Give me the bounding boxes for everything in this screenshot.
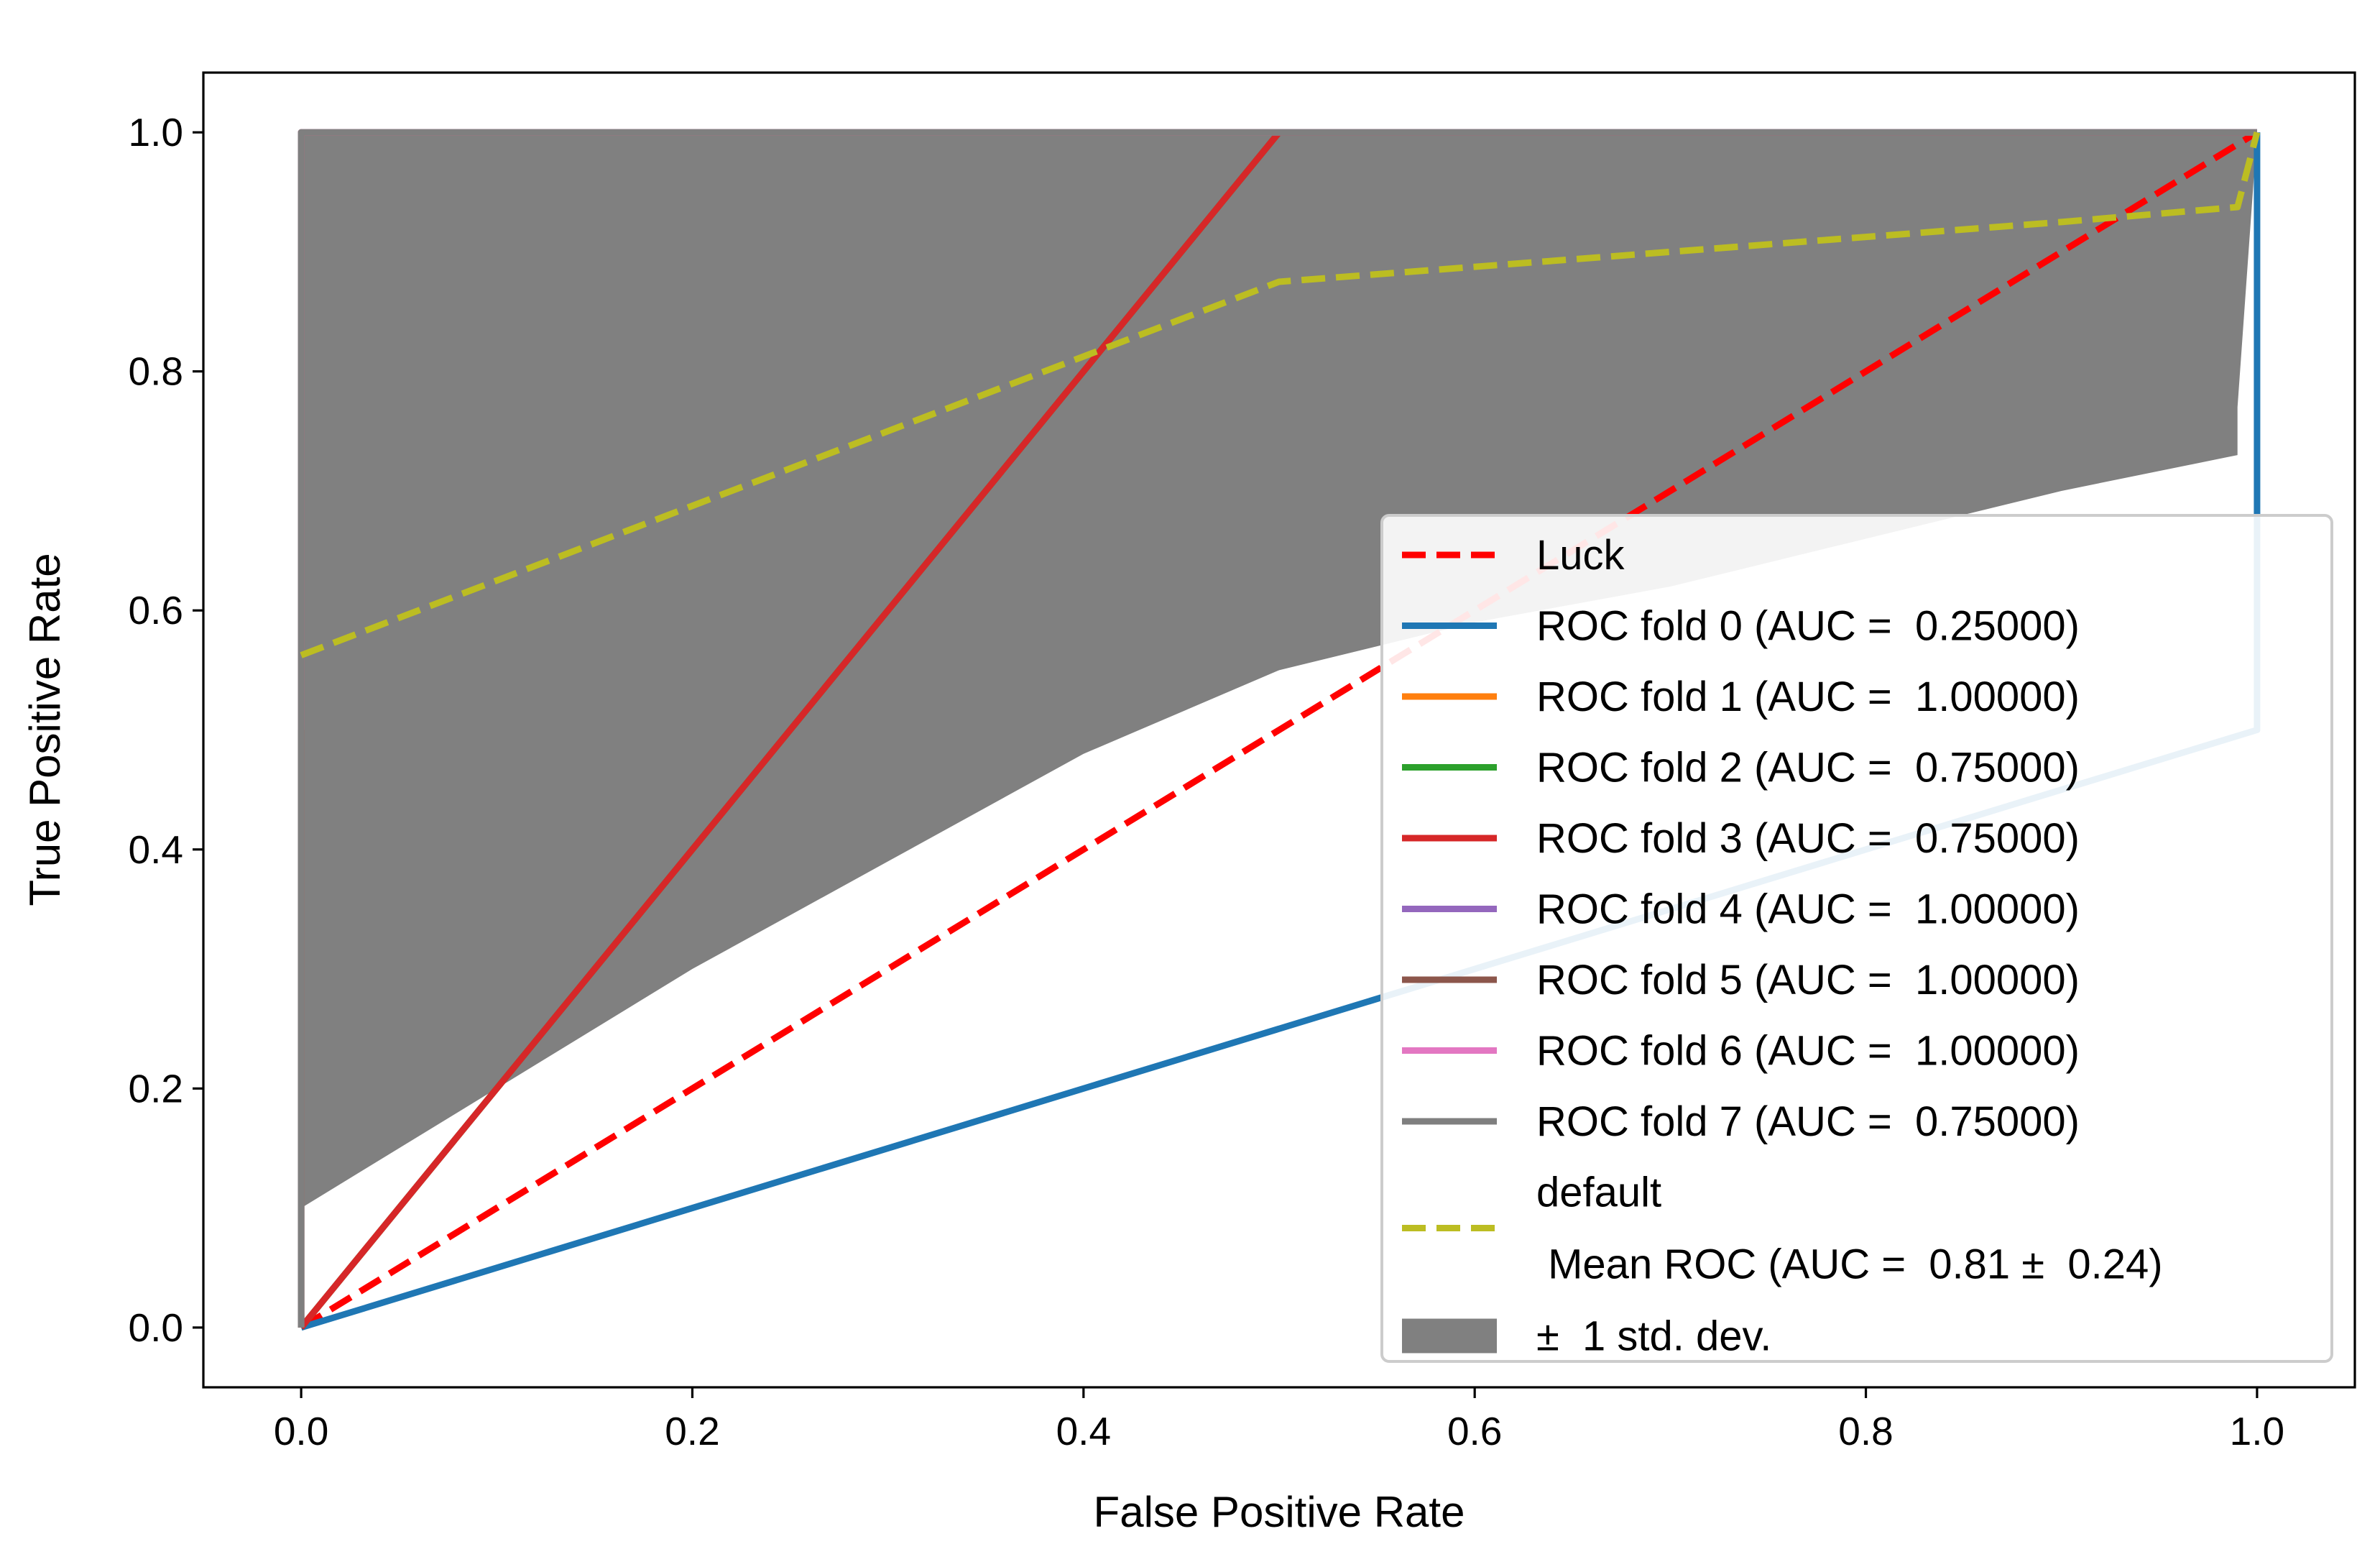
legend-label-10: ± 1 std. dev. (1536, 1313, 1771, 1360)
legend-label-7: ROC fold 6 (AUC = 1.00000) (1536, 1028, 2080, 1075)
y-tick-label: 0.6 (129, 588, 183, 633)
series-line-0 (299, 129, 2259, 1331)
x-tick-label: 0.4 (1056, 1409, 1111, 1453)
y-tick-label: 0.4 (129, 827, 183, 872)
legend-label-5: ROC fold 4 (AUC = 1.00000) (1536, 886, 2080, 933)
legend-label-8: ROC fold 7 (AUC = 0.75000) (1536, 1098, 2080, 1145)
axis-ticks: 0.0 0.2 0.4 0.6 0.8 1.0 0.0 0.2 0.4 0.6 0.8 1.0 (129, 110, 2285, 1453)
legend-label-6: ROC fold 5 (AUC = 1.00000) (1536, 957, 2080, 1003)
legend-handle-10 (1402, 1318, 1497, 1354)
x-tick-label: 0.6 (1447, 1409, 1502, 1453)
y-tick-label: 1.0 (129, 110, 183, 155)
std-dev-band (301, 132, 2257, 1328)
legend-label-0: Luck (1536, 532, 1625, 579)
legend-label-2: ROC fold 1 (AUC = 1.00000) (1536, 674, 2080, 720)
y-tick-label: 0.2 (129, 1066, 183, 1111)
y-axis-label: True Positive Rate (21, 553, 69, 906)
legend-label-1: ROC fold 0 (AUC = 0.25000) (1536, 603, 2080, 650)
x-tick-label: 1.0 (2230, 1409, 2284, 1453)
x-axis-label: False Positive Rate (1094, 1488, 1465, 1536)
x-tick-label: 0.8 (1838, 1409, 1893, 1453)
legend-frame (1380, 514, 2333, 1363)
legend-label-9: default Mean ROC (AUC = 0.81 ± 0.24) (1536, 1169, 2163, 1288)
y-tick-label: 0.8 (129, 349, 183, 394)
series-line-9 (300, 131, 2261, 658)
x-tick-label: 0.0 (274, 1409, 328, 1453)
legend-label-4: ROC fold 3 (AUC = 0.75000) (1536, 815, 2080, 862)
x-tick-label: 0.2 (665, 1409, 719, 1453)
y-tick-label: 0.0 (129, 1305, 183, 1350)
legend: Luck ROC fold 0 (AUC = 0.25000) ROC fold 1… (1380, 514, 2333, 1363)
series-line-8 (298, 129, 2257, 1328)
legend-label-3: ROC fold 2 (AUC = 0.75000) (1536, 745, 2080, 791)
axes-frame (202, 71, 2356, 1389)
